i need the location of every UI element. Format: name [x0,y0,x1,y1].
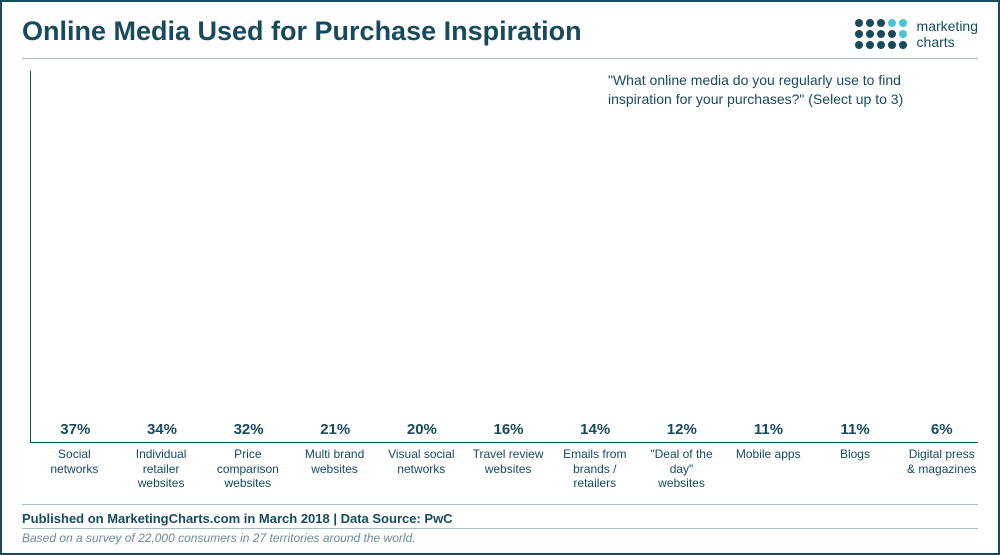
published-line: Published on MarketingCharts.com in Marc… [2,505,998,528]
logo-line1: marketing [917,18,978,34]
bar: 32% [212,421,285,442]
bar: 11% [819,421,892,442]
bar-value-label: 37% [60,421,90,438]
chart-frame: Online Media Used for Purchase Inspirati… [0,0,1000,555]
bar: 12% [645,421,718,442]
bar-value-label: 34% [147,421,177,438]
bar-value-label: 21% [320,421,350,438]
bar: 21% [299,421,372,442]
bar-value-label: 32% [234,421,264,438]
bar: 16% [472,421,545,442]
bar: 14% [559,421,632,442]
logo-line2: charts [917,34,978,50]
bars-container: 37% 34% 32% 21% 20% 16% 14% 12% 11% 11% 6% [31,71,978,442]
bar: 11% [732,421,805,442]
divider-top [22,58,978,59]
bar-value-label: 20% [407,421,437,438]
xlabels-container: Social networks Individual retailer websi… [30,443,978,491]
x-axis-label: Social networks [38,443,111,491]
footer: Published on MarketingCharts.com in Marc… [2,504,998,553]
bar: 20% [386,421,459,442]
bar-value-label: 6% [931,421,953,438]
x-axis-label: Mobile apps [732,443,805,491]
bar-value-label: 16% [494,421,524,438]
x-axis-label: Travel review websites [472,443,545,491]
x-axis-label: Blogs [819,443,892,491]
bar-value-label: 11% [754,421,783,438]
logo: marketing charts [855,16,978,50]
x-axis-label: Multi brand websites [298,443,371,491]
bar-value-label: 12% [667,421,697,438]
plot: 37% 34% 32% 21% 20% 16% 14% 12% 11% 11% 6% [30,71,978,443]
footnote: Based on a survey of 22,000 consumers in… [2,529,998,553]
x-axis-label: Price comparison websites [211,443,284,491]
x-axis-label: Emails from brands / retailers [558,443,631,491]
bar: 37% [39,421,112,442]
chart-area: "What online media do you regularly use … [22,71,978,491]
bar-value-label: 11% [840,421,869,438]
x-axis-label: Digital press & magazines [905,443,978,491]
logo-text: marketing charts [917,18,978,50]
x-axis-label: "Deal of the day" websites [645,443,718,491]
x-axis-label: Visual social networks [385,443,458,491]
bar: 6% [905,421,978,442]
logo-dots-icon [855,19,907,49]
chart-title: Online Media Used for Purchase Inspirati… [22,16,582,47]
header: Online Media Used for Purchase Inspirati… [2,2,998,58]
bar: 34% [126,421,199,442]
bar-value-label: 14% [580,421,610,438]
x-axis-label: Individual retailer websites [125,443,198,491]
